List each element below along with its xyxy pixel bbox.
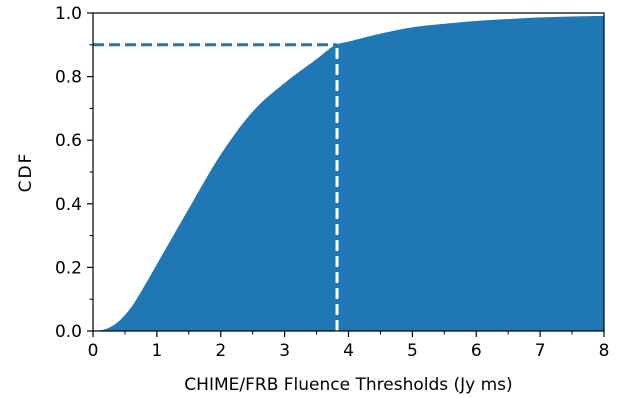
x-tick-label: 8 bbox=[599, 341, 610, 361]
y-tick-label: 0.4 bbox=[55, 195, 82, 215]
y-tick-label: 0.6 bbox=[55, 131, 82, 151]
x-tick-label: 1 bbox=[151, 341, 162, 361]
x-tick-label: 5 bbox=[407, 341, 418, 361]
y-tick-label: 0.2 bbox=[55, 258, 82, 278]
x-axis-label: CHIME/FRB Fluence Thresholds (Jy ms) bbox=[184, 375, 512, 395]
x-tick-label: 3 bbox=[279, 341, 290, 361]
cdf-area bbox=[93, 15, 604, 332]
y-axis-label: CDF bbox=[16, 152, 36, 193]
y-tick-label: 0.0 bbox=[55, 322, 82, 342]
x-tick-label: 7 bbox=[535, 341, 546, 361]
x-tick-label: 4 bbox=[343, 341, 354, 361]
x-tick-label: 6 bbox=[471, 341, 482, 361]
y-tick-label: 1.0 bbox=[55, 4, 82, 24]
x-tick-label: 0 bbox=[88, 341, 99, 361]
x-tick-label: 2 bbox=[215, 341, 226, 361]
y-tick-label: 0.8 bbox=[55, 68, 82, 88]
